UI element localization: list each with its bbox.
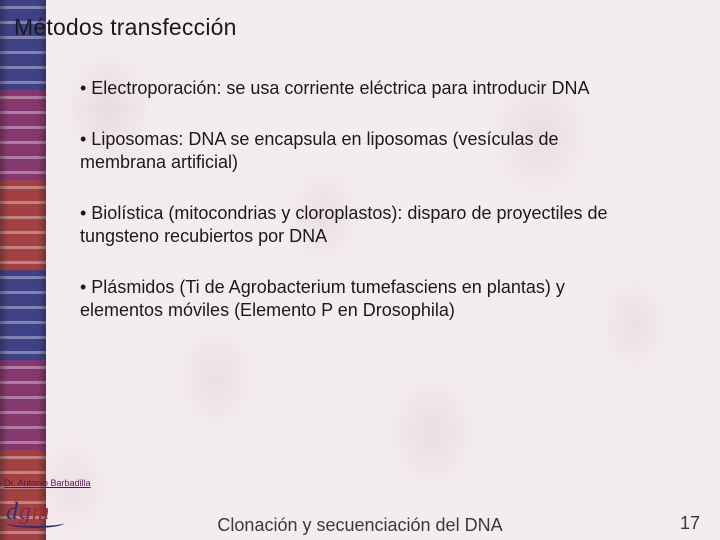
footer-title: Clonación y secuenciación del DNA [0, 515, 720, 536]
list-item: • Biolística (mitocondrias y cloroplasto… [80, 202, 640, 248]
page-number: 17 [680, 513, 700, 534]
list-item: • Electroporación: se usa corriente eléc… [80, 77, 640, 100]
slide-title: Métodos transfección [14, 14, 692, 41]
author-credit: Dr. Antonio Barbadilla [4, 478, 91, 488]
list-item: • Liposomas: DNA se encapsula en liposom… [80, 128, 640, 174]
slide-content: Métodos transfección • Electroporación: … [0, 0, 720, 540]
bullet-list: • Electroporación: se usa corriente eléc… [80, 77, 640, 322]
list-item: • Plásmidos (Ti de Agrobacterium tumefas… [80, 276, 640, 322]
